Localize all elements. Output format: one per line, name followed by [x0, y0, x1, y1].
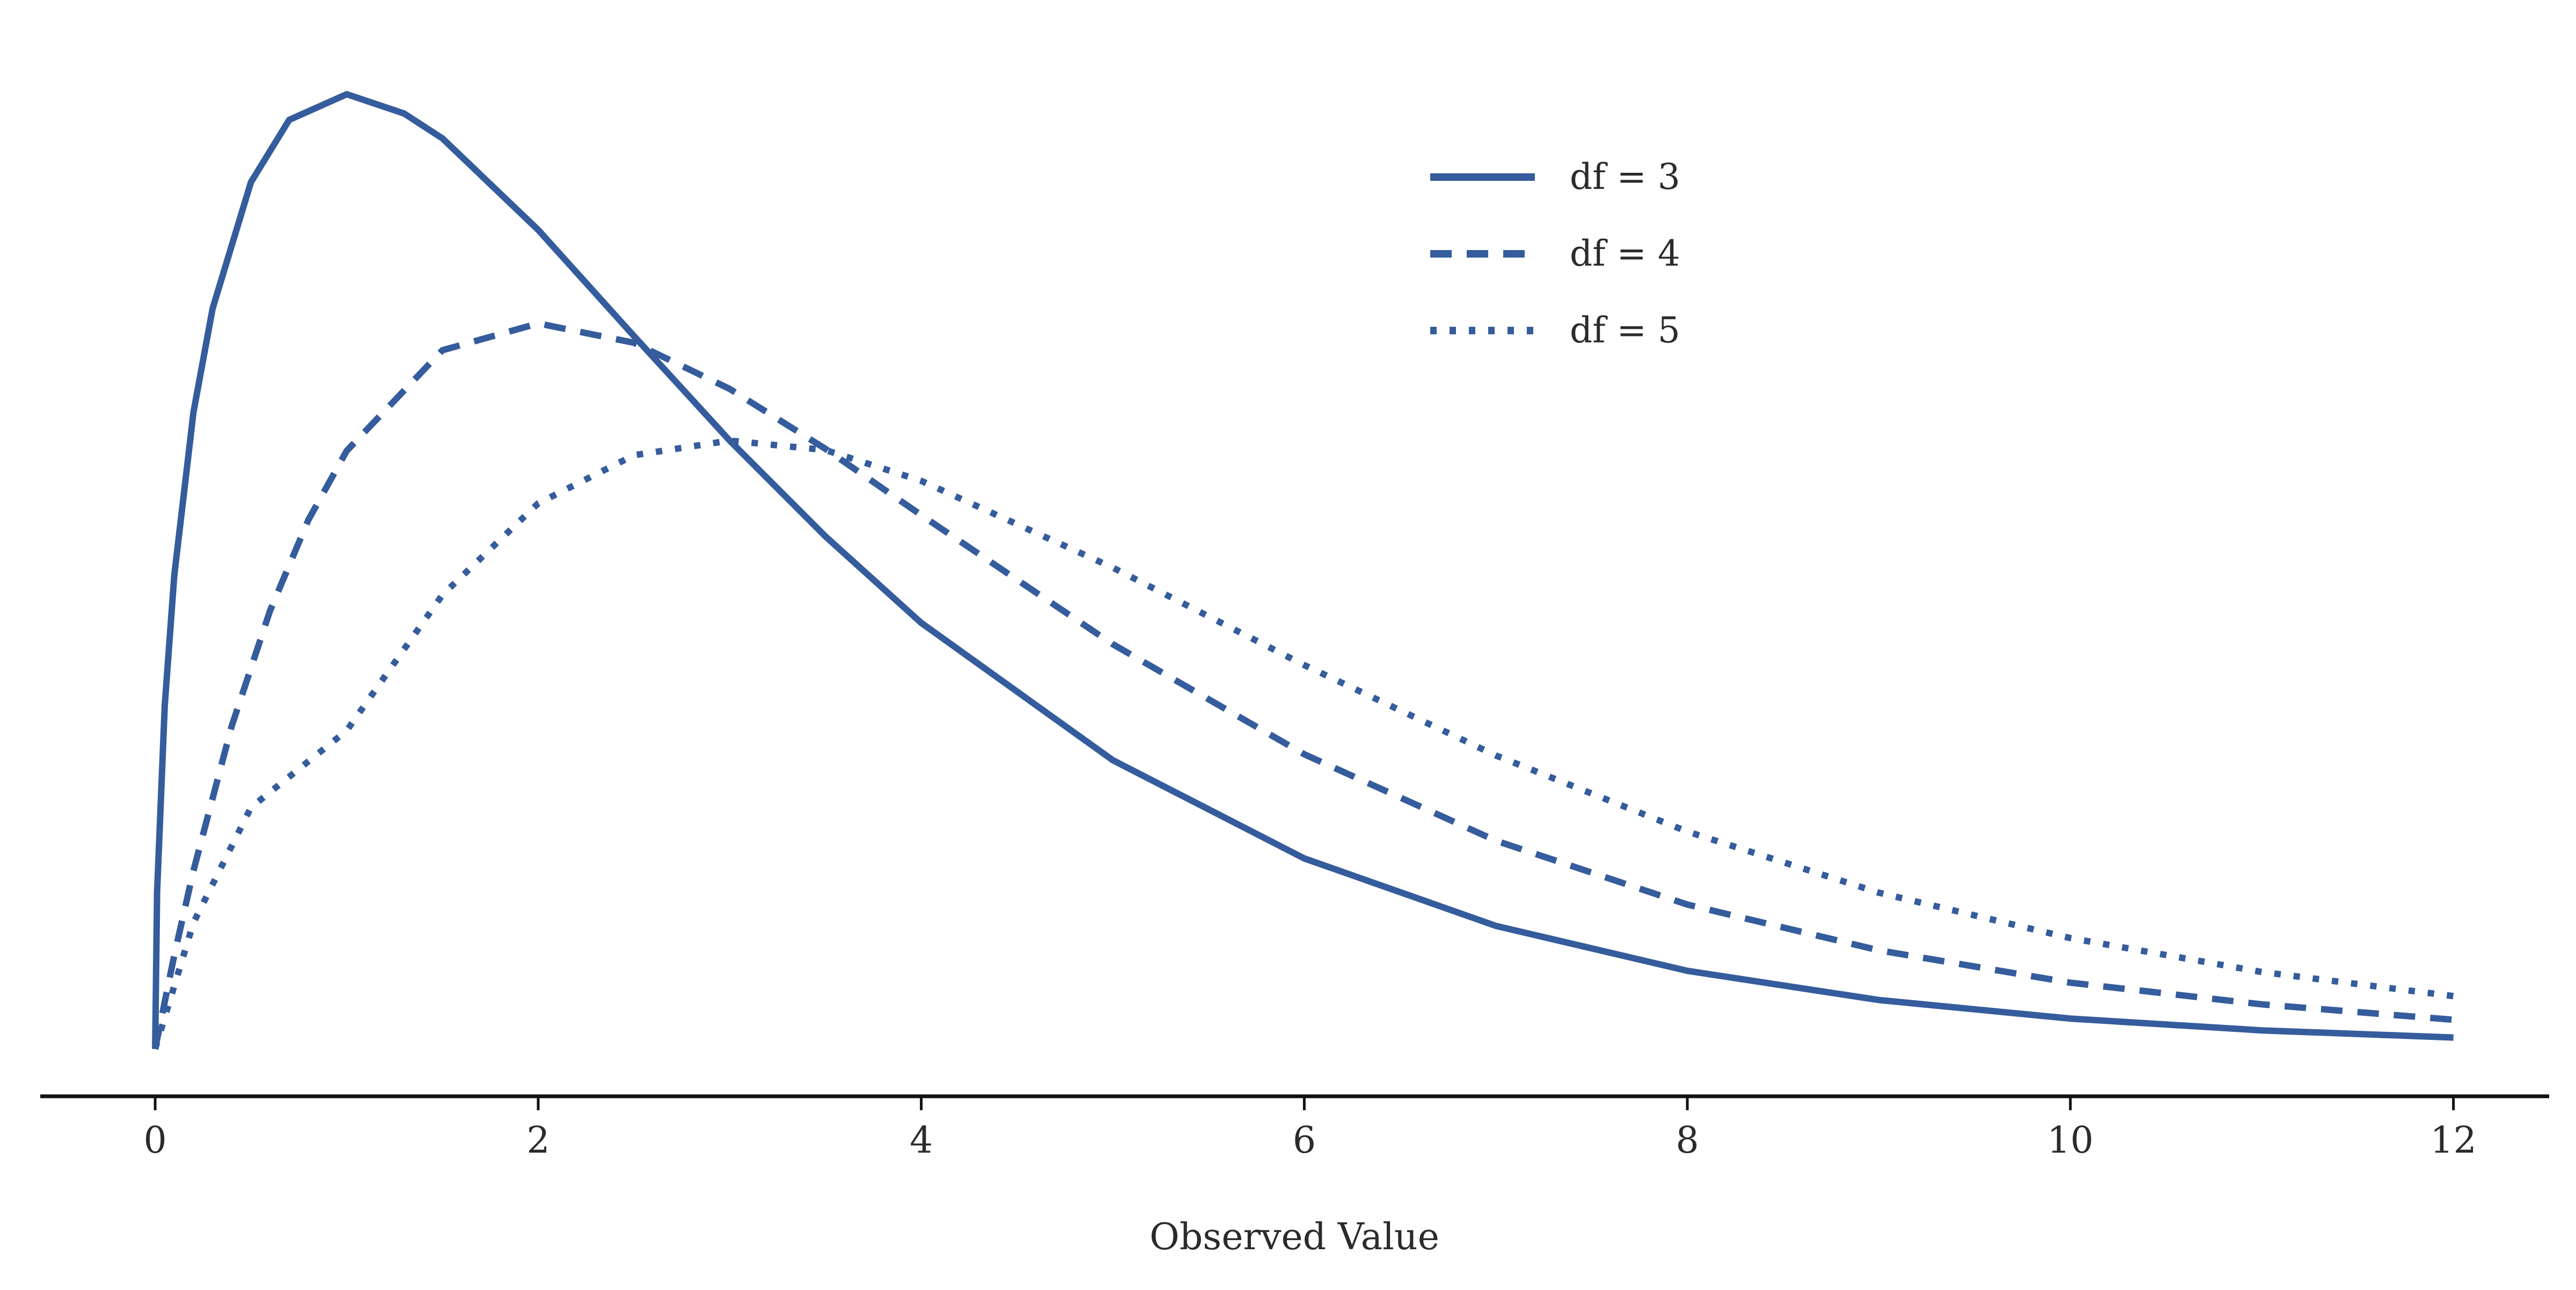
x-tick-label: 2: [526, 1119, 550, 1162]
x-tick-label: 10: [2047, 1119, 2094, 1162]
legend: df = 3 df = 4 df = 5: [1430, 156, 1680, 351]
x-tick-label: 4: [910, 1119, 933, 1162]
x-axis-label: Observed Value: [1150, 1216, 1439, 1258]
x-axis-ticks: 0 2 4 6 8 10 12: [143, 1096, 2477, 1162]
series-line-1: [152, 91, 2454, 1049]
x-tick-label: 12: [2430, 1119, 2477, 1162]
legend-label-1: df = 3: [1570, 156, 1680, 197]
series-line-2: [152, 320, 2454, 1050]
x-tick-label: 6: [1293, 1119, 1316, 1162]
legend-label-2: df = 4: [1570, 233, 1680, 274]
legend-label-3: df = 5: [1570, 310, 1680, 351]
series-lines: [152, 91, 2454, 1050]
x-tick-label: 8: [1675, 1119, 1699, 1162]
x-tick-label: 0: [143, 1119, 166, 1162]
series-line-3: [152, 437, 2454, 1050]
